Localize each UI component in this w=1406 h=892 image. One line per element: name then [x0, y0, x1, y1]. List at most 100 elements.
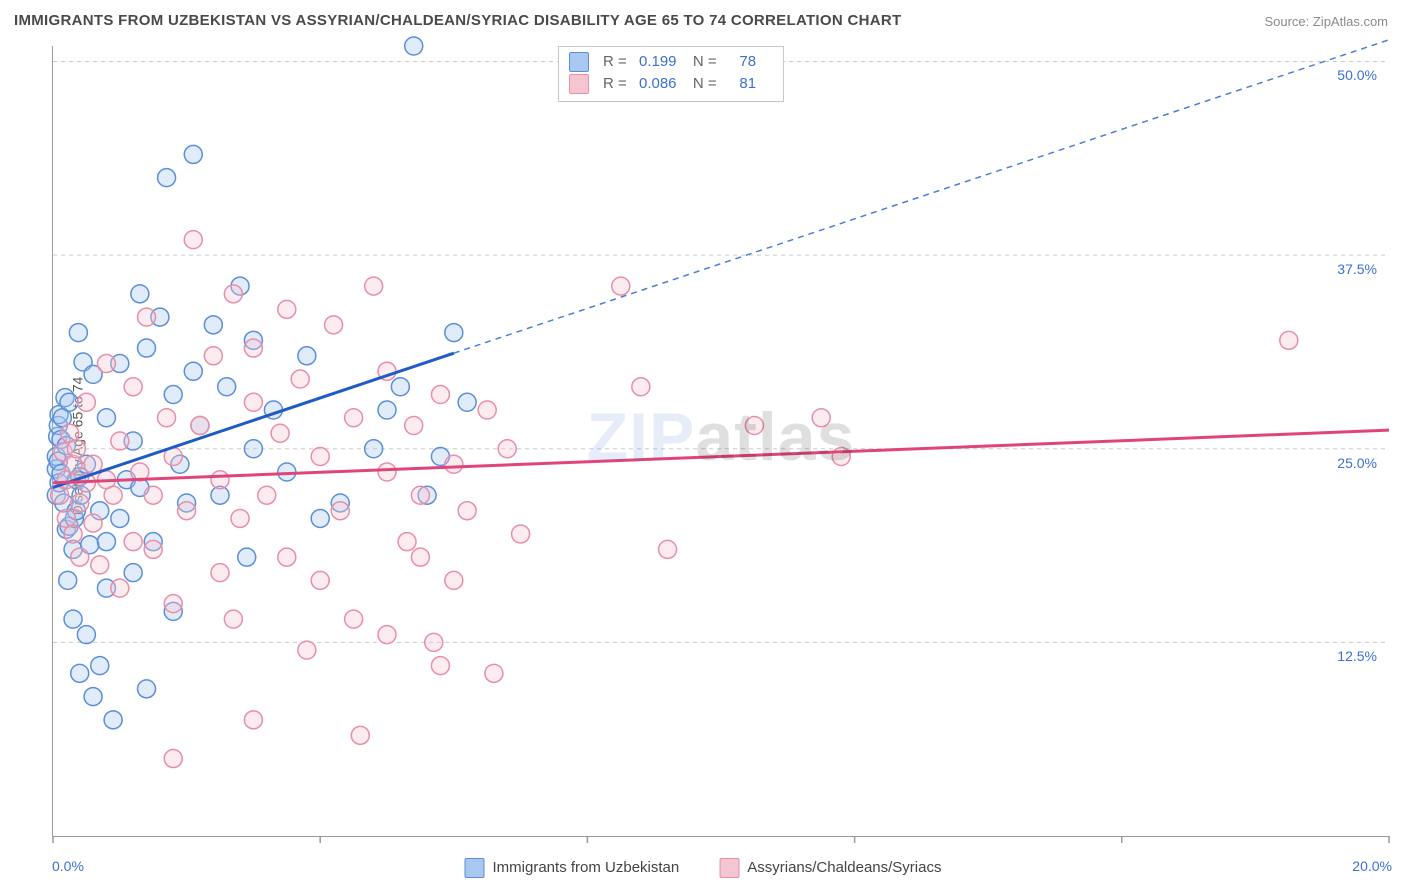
scatter-point-assyrian: [378, 626, 396, 644]
scatter-point-uzbekistan: [97, 533, 115, 551]
scatter-point-assyrian: [345, 610, 363, 628]
scatter-point-assyrian: [745, 417, 763, 435]
scatter-point-assyrian: [164, 595, 182, 613]
scatter-point-assyrian: [111, 432, 129, 450]
legend-label: Assyrians/Chaldeans/Syriacs: [747, 859, 941, 876]
scatter-point-assyrian: [411, 548, 429, 566]
plot-area: ZIPatlas R =0.199 N =78R =0.086 N =81 12…: [52, 46, 1389, 837]
scatter-point-assyrian: [97, 355, 115, 373]
scatter-point-assyrian: [612, 277, 630, 295]
scatter-point-assyrian: [224, 285, 242, 303]
scatter-point-assyrian: [111, 579, 129, 597]
scatter-point-assyrian: [164, 750, 182, 768]
scatter-point-uzbekistan: [59, 571, 77, 589]
scatter-point-assyrian: [244, 393, 262, 411]
plot-svg: [53, 46, 1389, 836]
scatter-point-assyrian: [77, 393, 95, 411]
legend-bottom: Immigrants from Uzbekistan Assyrians/Chal…: [465, 858, 942, 878]
scatter-point-assyrian: [271, 424, 289, 442]
scatter-point-assyrian: [144, 486, 162, 504]
scatter-point-uzbekistan: [77, 626, 95, 644]
scatter-point-uzbekistan: [238, 548, 256, 566]
scatter-point-assyrian: [258, 486, 276, 504]
scatter-point-assyrian: [398, 533, 416, 551]
scatter-point-assyrian: [445, 455, 463, 473]
scatter-point-assyrian: [71, 548, 89, 566]
scatter-point-uzbekistan: [311, 509, 329, 527]
x-axis-max-label: 20.0%: [1352, 858, 1392, 874]
scatter-point-assyrian: [158, 409, 176, 427]
scatter-point-assyrian: [445, 571, 463, 589]
scatter-point-uzbekistan: [391, 378, 409, 396]
scatter-point-assyrian: [478, 401, 496, 419]
scatter-point-assyrian: [378, 463, 396, 481]
scatter-point-uzbekistan: [365, 440, 383, 458]
x-axis-min-label: 0.0%: [52, 858, 84, 874]
scatter-point-assyrian: [498, 440, 516, 458]
scatter-point-assyrian: [411, 486, 429, 504]
scatter-point-assyrian: [64, 525, 82, 543]
scatter-point-assyrian: [104, 486, 122, 504]
scatter-point-assyrian: [345, 409, 363, 427]
scatter-point-assyrian: [311, 447, 329, 465]
scatter-point-assyrian: [184, 231, 202, 249]
legend-label: Immigrants from Uzbekistan: [493, 859, 680, 876]
scatter-point-uzbekistan: [244, 440, 262, 458]
scatter-point-assyrian: [244, 339, 262, 357]
scatter-point-assyrian: [812, 409, 830, 427]
scatter-point-assyrian: [84, 514, 102, 532]
scatter-point-uzbekistan: [131, 285, 149, 303]
scatter-point-assyrian: [659, 540, 677, 558]
chart-title: IMMIGRANTS FROM UZBEKISTAN VS ASSYRIAN/C…: [14, 12, 901, 29]
scatter-point-assyrian: [71, 494, 89, 512]
scatter-point-uzbekistan: [405, 37, 423, 55]
scatter-point-uzbekistan: [60, 393, 78, 411]
scatter-point-uzbekistan: [298, 347, 316, 365]
scatter-point-assyrian: [632, 378, 650, 396]
scatter-point-uzbekistan: [218, 378, 236, 396]
scatter-point-uzbekistan: [204, 316, 222, 334]
scatter-point-uzbekistan: [445, 324, 463, 342]
scatter-point-assyrian: [485, 664, 503, 682]
legend-item-uzbekistan: Immigrants from Uzbekistan: [465, 858, 680, 878]
scatter-point-assyrian: [405, 417, 423, 435]
scatter-point-assyrian: [278, 300, 296, 318]
scatter-point-assyrian: [1280, 331, 1298, 349]
stats-legend-box: R =0.199 N =78R =0.086 N =81: [558, 46, 784, 102]
source-label: Source: ZipAtlas.com: [1264, 14, 1388, 29]
scatter-point-uzbekistan: [184, 145, 202, 163]
scatter-point-assyrian: [124, 533, 142, 551]
chart-container: IMMIGRANTS FROM UZBEKISTAN VS ASSYRIAN/C…: [0, 0, 1406, 892]
scatter-point-assyrian: [291, 370, 309, 388]
scatter-point-uzbekistan: [458, 393, 476, 411]
scatter-point-assyrian: [224, 610, 242, 628]
scatter-point-assyrian: [311, 571, 329, 589]
scatter-point-uzbekistan: [84, 688, 102, 706]
scatter-point-uzbekistan: [184, 362, 202, 380]
scatter-point-assyrian: [91, 556, 109, 574]
scatter-point-assyrian: [458, 502, 476, 520]
y-tick-label: 37.5%: [1337, 261, 1377, 277]
scatter-point-assyrian: [204, 347, 222, 365]
scatter-point-assyrian: [124, 378, 142, 396]
scatter-point-uzbekistan: [71, 664, 89, 682]
scatter-point-uzbekistan: [138, 339, 156, 357]
scatter-point-uzbekistan: [378, 401, 396, 419]
scatter-point-assyrian: [278, 548, 296, 566]
scatter-point-assyrian: [138, 308, 156, 326]
scatter-point-assyrian: [244, 711, 262, 729]
scatter-point-assyrian: [298, 641, 316, 659]
scatter-point-assyrian: [144, 540, 162, 558]
scatter-point-assyrian: [191, 417, 209, 435]
swatch-icon: [569, 52, 589, 72]
scatter-point-uzbekistan: [104, 711, 122, 729]
scatter-point-assyrian: [325, 316, 343, 334]
scatter-point-uzbekistan: [91, 657, 109, 675]
swatch-icon: [569, 74, 589, 94]
scatter-point-assyrian: [211, 471, 229, 489]
scatter-point-uzbekistan: [97, 409, 115, 427]
swatch-icon: [465, 858, 485, 878]
scatter-point-assyrian: [67, 440, 85, 458]
scatter-point-assyrian: [431, 657, 449, 675]
scatter-point-assyrian: [365, 277, 383, 295]
